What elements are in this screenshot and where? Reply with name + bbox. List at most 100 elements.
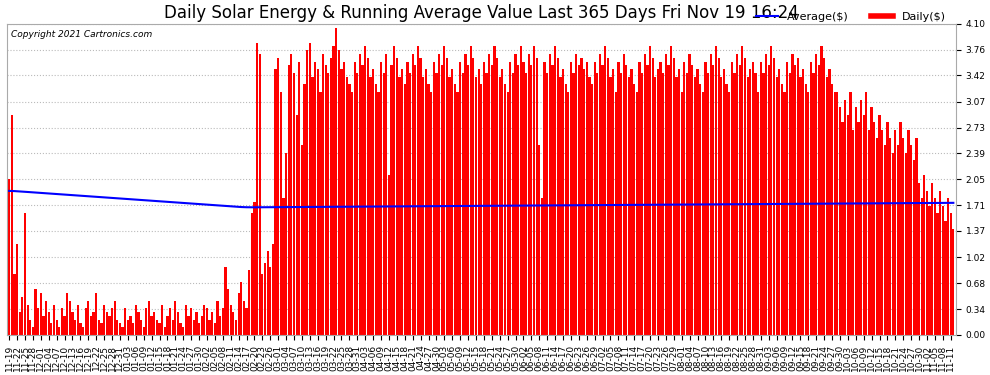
Bar — [797, 58, 799, 335]
Bar — [654, 77, 656, 335]
Bar — [491, 66, 493, 335]
Bar — [881, 130, 883, 335]
Bar — [8, 179, 10, 335]
Bar — [736, 54, 739, 335]
Bar — [366, 58, 369, 335]
Bar — [253, 202, 255, 335]
Bar — [594, 62, 596, 335]
Bar — [106, 312, 108, 335]
Bar — [148, 301, 150, 335]
Bar — [868, 130, 870, 335]
Bar — [377, 92, 379, 335]
Bar — [520, 46, 522, 335]
Bar — [385, 54, 387, 335]
Title: Daily Solar Energy & Running Average Value Last 365 Days Fri Nov 19 16:24: Daily Solar Energy & Running Average Val… — [164, 4, 799, 22]
Bar — [707, 73, 709, 335]
Bar — [743, 58, 746, 335]
Bar — [446, 58, 448, 335]
Bar — [876, 138, 878, 335]
Bar — [441, 66, 443, 335]
Bar — [166, 316, 168, 335]
Bar — [269, 267, 271, 335]
Bar — [277, 58, 279, 335]
Bar — [114, 301, 116, 335]
Bar — [246, 308, 248, 335]
Bar — [417, 46, 419, 335]
Bar — [179, 324, 182, 335]
Bar — [810, 62, 812, 335]
Bar — [929, 206, 931, 335]
Bar — [163, 327, 166, 335]
Bar — [16, 244, 18, 335]
Bar — [138, 312, 140, 335]
Bar — [623, 54, 625, 335]
Bar — [469, 46, 472, 335]
Bar — [430, 92, 433, 335]
Bar — [211, 312, 214, 335]
Bar — [201, 316, 203, 335]
Bar — [718, 58, 720, 335]
Bar — [485, 73, 488, 335]
Bar — [704, 62, 707, 335]
Bar — [241, 282, 243, 335]
Bar — [341, 69, 343, 335]
Bar — [767, 66, 770, 335]
Bar — [483, 62, 485, 335]
Bar — [659, 62, 661, 335]
Bar — [551, 66, 553, 335]
Bar — [916, 138, 918, 335]
Bar — [150, 316, 152, 335]
Bar — [862, 115, 865, 335]
Bar — [448, 77, 450, 335]
Bar — [388, 176, 390, 335]
Bar — [546, 73, 548, 335]
Bar — [436, 73, 438, 335]
Bar — [404, 84, 406, 335]
Bar — [536, 58, 538, 335]
Bar — [517, 66, 520, 335]
Bar — [222, 308, 224, 335]
Bar — [272, 244, 274, 335]
Bar — [472, 58, 474, 335]
Bar — [335, 27, 338, 335]
Bar — [55, 320, 57, 335]
Bar — [420, 58, 422, 335]
Bar — [187, 316, 190, 335]
Bar — [155, 320, 158, 335]
Bar — [913, 160, 915, 335]
Bar — [169, 308, 171, 335]
Bar — [203, 304, 206, 335]
Bar — [76, 304, 79, 335]
Bar — [731, 62, 733, 335]
Bar — [934, 198, 936, 335]
Bar — [599, 54, 601, 335]
Bar — [834, 92, 836, 335]
Bar — [675, 77, 677, 335]
Bar — [230, 304, 232, 335]
Bar — [50, 324, 52, 335]
Bar — [453, 84, 456, 335]
Bar — [37, 308, 40, 335]
Bar — [325, 66, 327, 335]
Bar — [214, 324, 216, 335]
Bar — [818, 66, 820, 335]
Bar — [195, 312, 198, 335]
Bar — [921, 198, 923, 335]
Bar — [501, 69, 504, 335]
Bar — [723, 69, 725, 335]
Bar — [556, 58, 559, 335]
Bar — [775, 77, 778, 335]
Bar — [274, 69, 276, 335]
Bar — [103, 304, 105, 335]
Bar — [656, 69, 659, 335]
Bar — [127, 320, 129, 335]
Bar — [13, 274, 16, 335]
Bar — [90, 316, 92, 335]
Bar — [667, 66, 669, 335]
Bar — [393, 46, 395, 335]
Bar — [765, 54, 767, 335]
Bar — [63, 316, 65, 335]
Bar — [361, 66, 363, 335]
Bar — [219, 316, 222, 335]
Bar — [280, 92, 282, 335]
